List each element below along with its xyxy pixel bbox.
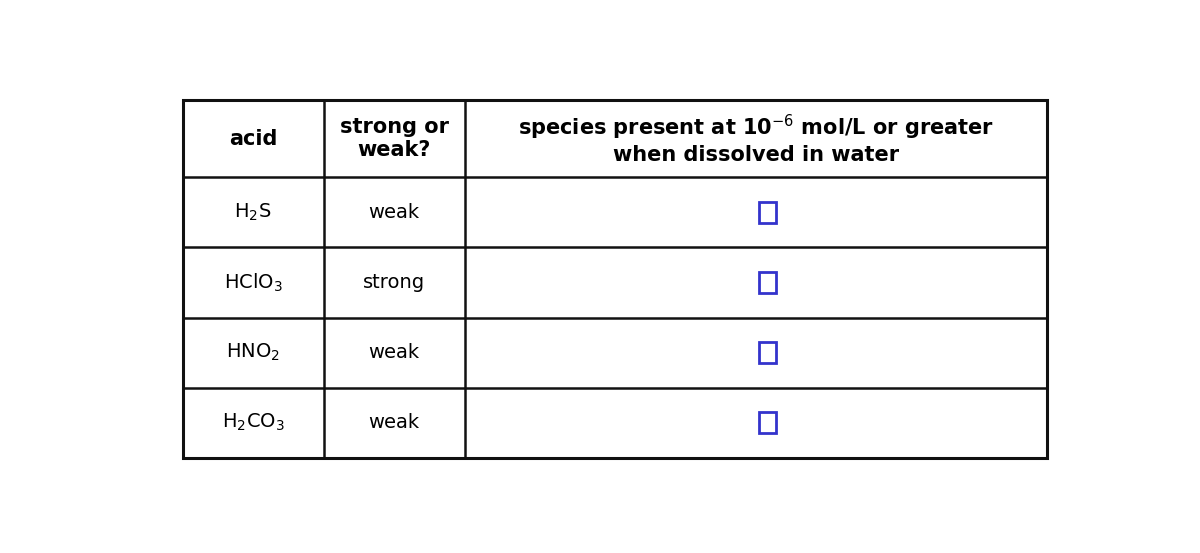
Text: weak: weak	[368, 413, 420, 432]
Text: H$_2$S: H$_2$S	[234, 202, 271, 223]
Text: H$_2$CO$_3$: H$_2$CO$_3$	[222, 412, 284, 434]
Text: strong: strong	[362, 273, 425, 292]
Bar	[760, 342, 776, 363]
Bar	[760, 272, 776, 293]
Text: weak: weak	[368, 343, 420, 362]
Text: HNO$_2$: HNO$_2$	[226, 342, 280, 363]
Text: acid: acid	[229, 129, 277, 149]
Bar	[760, 202, 776, 223]
Text: HClO$_3$: HClO$_3$	[223, 272, 282, 294]
Bar	[760, 413, 776, 433]
Text: weak: weak	[368, 203, 420, 222]
Text: strong or
weak?: strong or weak?	[340, 117, 449, 160]
Text: species present at 10$^{-6}$ mol/L or greater
when dissolved in water: species present at 10$^{-6}$ mol/L or gr…	[518, 113, 994, 165]
Bar	[182, 101, 1048, 458]
